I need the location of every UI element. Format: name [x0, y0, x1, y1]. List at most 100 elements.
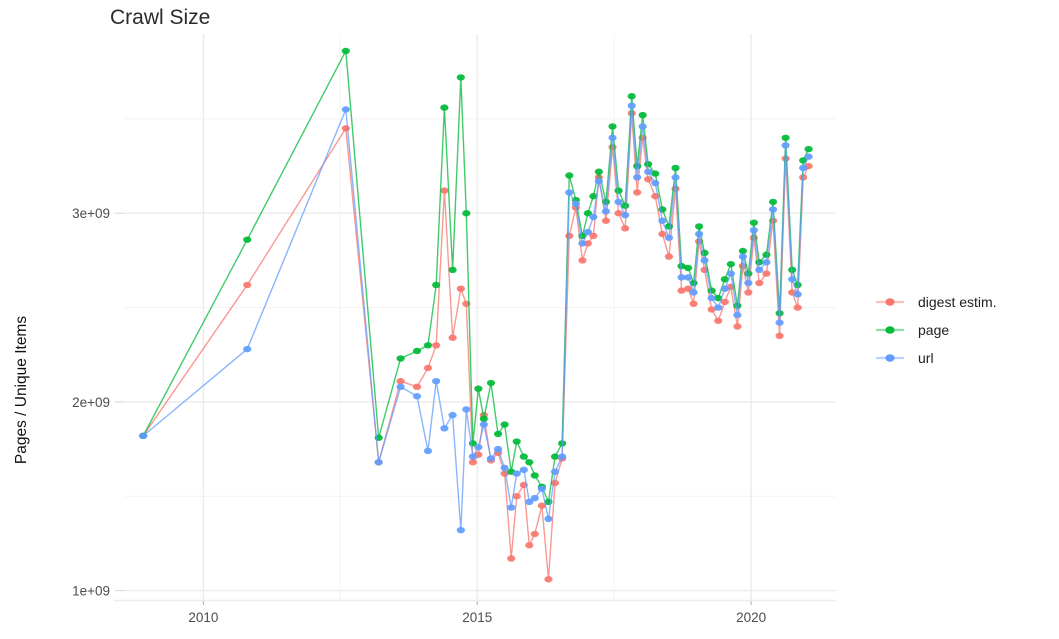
- data-point: [565, 172, 574, 179]
- data-point: [601, 217, 611, 224]
- data-point: [537, 502, 546, 509]
- data-point: [423, 447, 433, 455]
- data-point: [804, 145, 813, 153]
- data-point: [468, 453, 477, 460]
- x-axis-ticks: 2010 2015 2020: [114, 599, 836, 625]
- data-point: [689, 289, 698, 296]
- data-point: [474, 443, 483, 451]
- data-point: [749, 219, 758, 226]
- data-point: [525, 459, 534, 466]
- data-point: [432, 281, 441, 289]
- data-point: [644, 168, 653, 175]
- data-point: [658, 230, 667, 238]
- data-point: [423, 364, 433, 372]
- legend-key-dot: [885, 326, 895, 334]
- data-point: [700, 249, 709, 257]
- data-point: [720, 298, 729, 306]
- data-point: [537, 485, 546, 492]
- grid-minor: [124, 34, 836, 600]
- series-layer: [139, 47, 813, 583]
- data-point: [396, 377, 405, 385]
- data-point: [396, 383, 405, 391]
- data-point: [601, 208, 611, 215]
- data-point: [738, 253, 747, 260]
- data-point: [486, 379, 496, 387]
- data-point: [525, 498, 534, 506]
- data-point: [707, 306, 716, 313]
- x-tick-label: 2015: [462, 610, 492, 625]
- data-point: [507, 555, 516, 562]
- data-point: [486, 455, 496, 462]
- data-point: [412, 347, 422, 355]
- data-point: [578, 257, 587, 264]
- data-point: [781, 134, 790, 141]
- x-tick-label: 2010: [188, 610, 218, 625]
- data-point: [479, 421, 488, 428]
- data-point: [500, 421, 509, 428]
- data-point: [139, 432, 148, 440]
- data-point: [374, 459, 383, 466]
- legend: digest estim. page url: [876, 294, 997, 366]
- data-point: [512, 438, 521, 445]
- data-point: [671, 174, 680, 181]
- data-point: [440, 425, 449, 432]
- data-point: [689, 300, 698, 307]
- data-point: [775, 332, 784, 340]
- data-point: [578, 240, 587, 247]
- data-point: [432, 377, 441, 385]
- data-point: [714, 304, 723, 311]
- data-point: [530, 472, 539, 479]
- data-point: [720, 276, 729, 283]
- data-point: [707, 287, 716, 294]
- data-point: [621, 225, 630, 232]
- data-point: [775, 319, 784, 326]
- chart-title: Crawl Size: [110, 6, 210, 29]
- data-point: [571, 200, 580, 207]
- data-point: [525, 542, 534, 549]
- data-point: [762, 270, 771, 277]
- data-point: [627, 93, 636, 100]
- data-point: [658, 217, 667, 224]
- data-point: [726, 270, 735, 277]
- data-point: [519, 466, 528, 474]
- data-point: [738, 247, 747, 255]
- data-point: [594, 177, 603, 185]
- data-point: [412, 393, 422, 400]
- data-point: [583, 210, 593, 217]
- data-point: [594, 168, 603, 175]
- data-point: [614, 210, 623, 217]
- data-point: [700, 257, 709, 264]
- data-point: [474, 385, 483, 392]
- data-point: [633, 174, 642, 181]
- data-point: [644, 160, 653, 168]
- data-point: [243, 345, 252, 353]
- data-point: [493, 430, 503, 438]
- data-point: [677, 287, 686, 294]
- data-point: [733, 323, 742, 330]
- data-point: [565, 232, 574, 240]
- data-point: [793, 304, 802, 311]
- data-point: [694, 223, 704, 230]
- data-point: [755, 279, 764, 287]
- data-point: [440, 104, 449, 111]
- series-page: [139, 47, 813, 506]
- data-point: [448, 411, 457, 419]
- legend-label[interactable]: page: [918, 322, 949, 338]
- legend-label[interactable]: digest estim.: [918, 294, 997, 310]
- y-axis-ticks: 1e+09 2e+09 3e+09: [72, 206, 124, 599]
- legend-key-dot: [885, 298, 895, 306]
- data-point: [243, 281, 252, 289]
- legend-label[interactable]: url: [918, 350, 934, 366]
- data-point: [456, 526, 465, 534]
- data-point: [684, 285, 693, 292]
- x-tick-label: 2020: [736, 610, 766, 625]
- data-point: [448, 266, 457, 274]
- data-point: [627, 102, 636, 109]
- data-point: [768, 198, 778, 206]
- data-point: [341, 47, 350, 55]
- data-point: [689, 279, 698, 287]
- data-point: [749, 227, 758, 234]
